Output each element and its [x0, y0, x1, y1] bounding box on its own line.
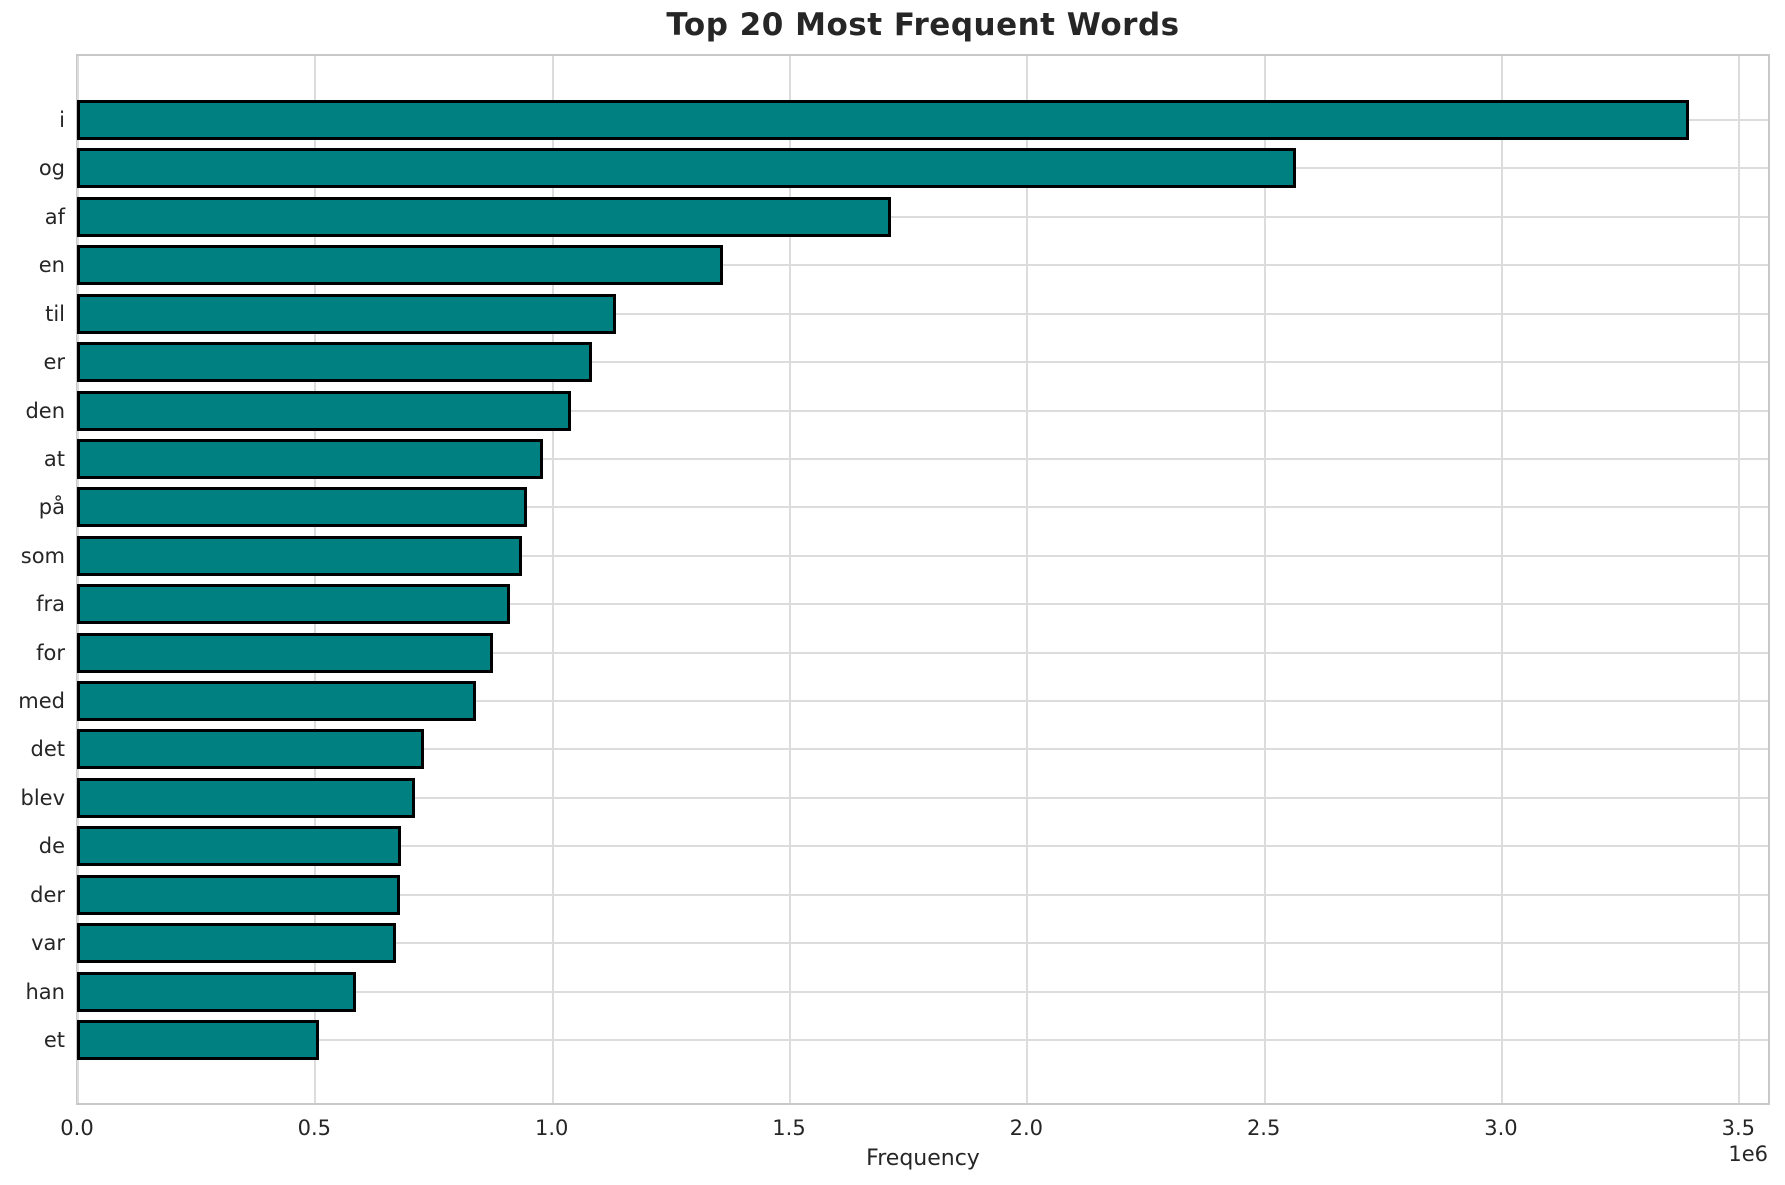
- x-tick-label: 0.0: [60, 1116, 94, 1140]
- bar-i: [77, 100, 1690, 140]
- h-gridline: [78, 1038, 1768, 1041]
- bar-med: [77, 681, 476, 722]
- v-gridline: [314, 56, 317, 1103]
- y-tick-label: og: [38, 156, 65, 181]
- bar-en: [77, 245, 724, 286]
- bar-af: [77, 196, 892, 237]
- y-tick-label: de: [38, 834, 65, 859]
- h-gridline: [78, 554, 1768, 557]
- x-tick-label: 1.5: [772, 1116, 806, 1140]
- y-tick-label: for: [36, 640, 65, 665]
- bar-at: [77, 438, 543, 479]
- x-tick-label: 3.5: [1721, 1116, 1755, 1140]
- y-tick-label: blev: [20, 785, 65, 810]
- y-tick-label: den: [25, 398, 65, 423]
- y-tick-label: af: [44, 204, 65, 229]
- v-gridline: [788, 56, 791, 1103]
- x-tick-label: 2.0: [1009, 1116, 1044, 1140]
- bar-han: [77, 971, 357, 1012]
- h-gridline: [78, 990, 1768, 993]
- y-tick-label: at: [43, 446, 65, 471]
- v-gridline: [77, 56, 79, 1103]
- y-tick-label: han: [25, 979, 66, 1004]
- h-gridline: [78, 893, 1768, 896]
- y-tick-label: er: [43, 350, 65, 375]
- bar-blev: [77, 777, 416, 818]
- y-tick-label: fra: [36, 592, 65, 617]
- v-gridline: [1263, 56, 1266, 1103]
- bar-den: [77, 390, 571, 431]
- h-gridline: [78, 845, 1768, 848]
- h-gridline: [78, 651, 1768, 654]
- x-tick-label: 0.5: [297, 1116, 332, 1140]
- h-gridline: [78, 457, 1768, 460]
- bar-som: [77, 535, 523, 576]
- h-gridline: [78, 942, 1768, 945]
- h-gridline: [78, 264, 1768, 267]
- chart-title: Top 20 Most Frequent Words: [666, 7, 1180, 43]
- y-tick-label: et: [43, 1027, 65, 1052]
- bar-er: [77, 342, 593, 383]
- bar-der: [77, 874, 400, 915]
- bar-fra: [77, 584, 510, 625]
- v-gridline: [1738, 56, 1741, 1103]
- bar-de: [77, 826, 401, 867]
- y-tick-label: var: [31, 931, 65, 956]
- y-tick-label: som: [20, 543, 65, 568]
- bar-til: [77, 293, 616, 334]
- bar-på: [77, 487, 527, 528]
- x-tick-label: 2.5: [1246, 1116, 1281, 1140]
- x-tick-label: 1.0: [534, 1116, 569, 1140]
- h-gridline: [78, 748, 1768, 751]
- h-gridline: [78, 700, 1768, 703]
- bar-var: [77, 923, 397, 964]
- h-gridline: [78, 603, 1768, 606]
- y-tick-label: det: [30, 737, 65, 762]
- y-tick-label: med: [18, 689, 65, 714]
- h-gridline: [78, 409, 1768, 412]
- bar-et: [77, 1019, 320, 1060]
- y-tick-label: til: [45, 301, 65, 326]
- v-gridline: [1026, 56, 1029, 1103]
- v-gridline: [1500, 56, 1503, 1103]
- v-gridline: [551, 56, 554, 1103]
- y-tick-label: der: [30, 882, 65, 907]
- bar-det: [77, 729, 424, 770]
- h-gridline: [78, 796, 1768, 799]
- h-gridline: [78, 312, 1768, 315]
- bar-for: [77, 632, 494, 673]
- y-tick-label: på: [38, 495, 65, 520]
- x-axis-label: Frequency: [866, 1146, 980, 1171]
- plot-area: [76, 54, 1770, 1105]
- h-gridline: [78, 361, 1768, 364]
- bar-og: [77, 148, 1296, 189]
- h-gridline: [78, 506, 1768, 509]
- x-tick-label: 3.0: [1484, 1116, 1518, 1140]
- y-tick-label: en: [38, 253, 65, 278]
- y-tick-label: i: [59, 108, 65, 132]
- h-gridline: [78, 215, 1768, 218]
- axis-offset-label: 1e6: [1728, 1142, 1768, 1166]
